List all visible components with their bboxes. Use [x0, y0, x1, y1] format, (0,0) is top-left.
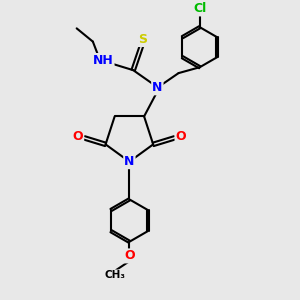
Text: NH: NH [93, 54, 113, 67]
Text: Cl: Cl [193, 2, 206, 15]
Text: O: O [73, 130, 83, 143]
Text: S: S [138, 33, 147, 46]
Text: N: N [152, 81, 163, 94]
Text: O: O [124, 249, 135, 262]
Text: N: N [124, 155, 135, 168]
Text: CH₃: CH₃ [104, 270, 125, 280]
Text: O: O [176, 130, 186, 143]
